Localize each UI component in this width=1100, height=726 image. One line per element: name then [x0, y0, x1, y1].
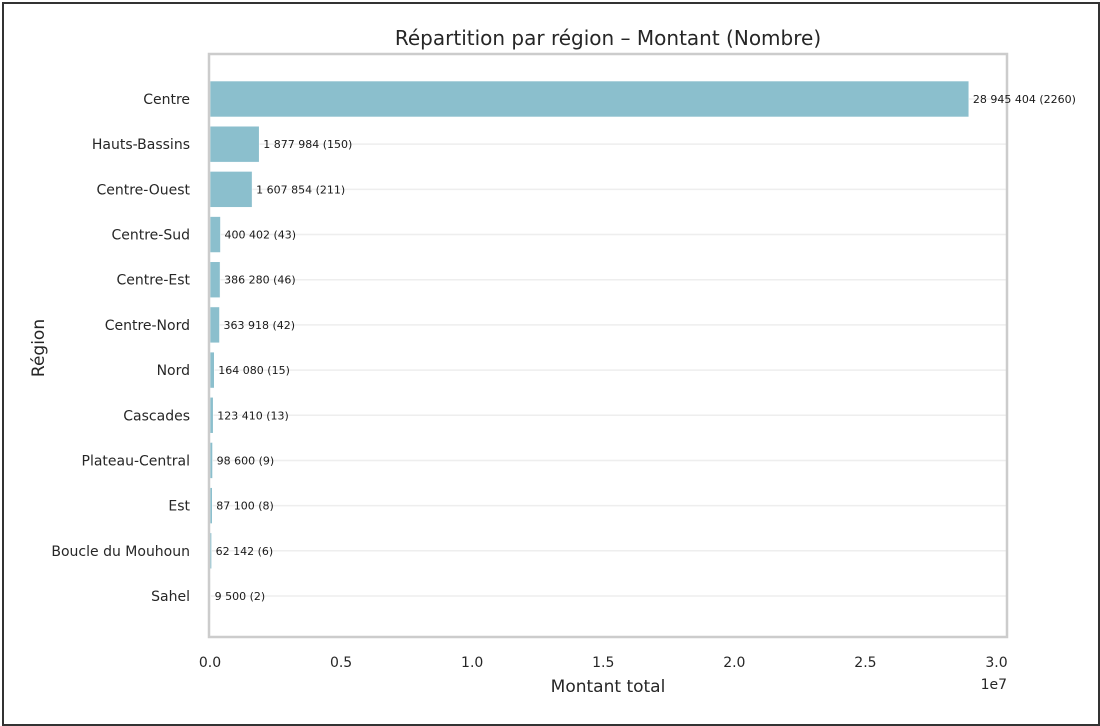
- data-label: 400 402 (43): [224, 229, 296, 242]
- data-label: 386 280 (46): [224, 274, 296, 287]
- data-label: 87 100 (8): [216, 500, 274, 513]
- data-label: 1 877 984 (150): [263, 138, 352, 151]
- bar: [209, 351, 215, 389]
- category-labels: Centre Hauts-Bassins Centre-Ouest Centre-Su…: [51, 92, 190, 605]
- bar: [209, 125, 260, 163]
- category-label: Centre: [143, 92, 190, 108]
- x-tick-label: 2.5: [854, 655, 876, 671]
- category-label: Nord: [157, 363, 190, 379]
- data-label: 363 918 (42): [224, 319, 296, 332]
- x-axis-label: Montant total: [551, 677, 666, 697]
- data-label: 62 142 (6): [216, 545, 274, 558]
- category-label: Cascades: [123, 408, 190, 424]
- data-label: 9 500 (2): [215, 590, 266, 603]
- category-label: Plateau-Central: [82, 453, 191, 469]
- bar: [209, 396, 214, 434]
- category-label: Boucle du Mouhoun: [51, 544, 190, 560]
- x-tick-label: 3.0: [985, 655, 1007, 671]
- x-tick-label: 1.5: [592, 655, 614, 671]
- x-tick-labels: 0.0 0.5 1.0 1.5 2.0 2.5 3.0: [199, 655, 1008, 671]
- category-label: Sahel: [151, 589, 190, 605]
- x-tick-label: 0.0: [199, 655, 221, 671]
- category-label: Hauts-Bassins: [92, 137, 190, 153]
- x-tick-label: 0.5: [330, 655, 352, 671]
- category-label: Centre-Ouest: [96, 182, 190, 198]
- data-label: 28 945 404 (2260): [973, 93, 1076, 106]
- plot-area-border: [207, 52, 1009, 639]
- x-tick-label: 1.0: [461, 655, 483, 671]
- category-label: Est: [168, 499, 190, 515]
- y-axis-label: Région: [29, 319, 49, 377]
- bar: [209, 171, 253, 208]
- bar: [209, 216, 221, 253]
- category-label: Centre-Est: [117, 273, 191, 289]
- x-axis-offset-label: 1e7: [981, 677, 1007, 693]
- bars: [209, 80, 970, 615]
- data-label: 164 080 (15): [218, 364, 290, 377]
- bar: [209, 442, 213, 479]
- bar: [209, 261, 221, 299]
- gridlines: [210, 98, 1007, 597]
- data-label: 1 607 854 (211): [256, 183, 345, 196]
- data-label: 123 410 (13): [217, 409, 289, 422]
- bar: [209, 306, 220, 344]
- x-tick-label: 2.0: [723, 655, 745, 671]
- data-labels: 28 945 404 (2260) 1 877 984 (150) 1 607 85…: [215, 93, 1076, 603]
- chart-title: Répartition par région – Montant (Nombre…: [395, 26, 821, 50]
- bar: [209, 80, 970, 118]
- bar: [209, 487, 213, 524]
- category-label: Centre-Sud: [111, 228, 190, 244]
- category-label: Centre-Nord: [105, 318, 190, 334]
- data-label: 98 600 (9): [217, 454, 275, 467]
